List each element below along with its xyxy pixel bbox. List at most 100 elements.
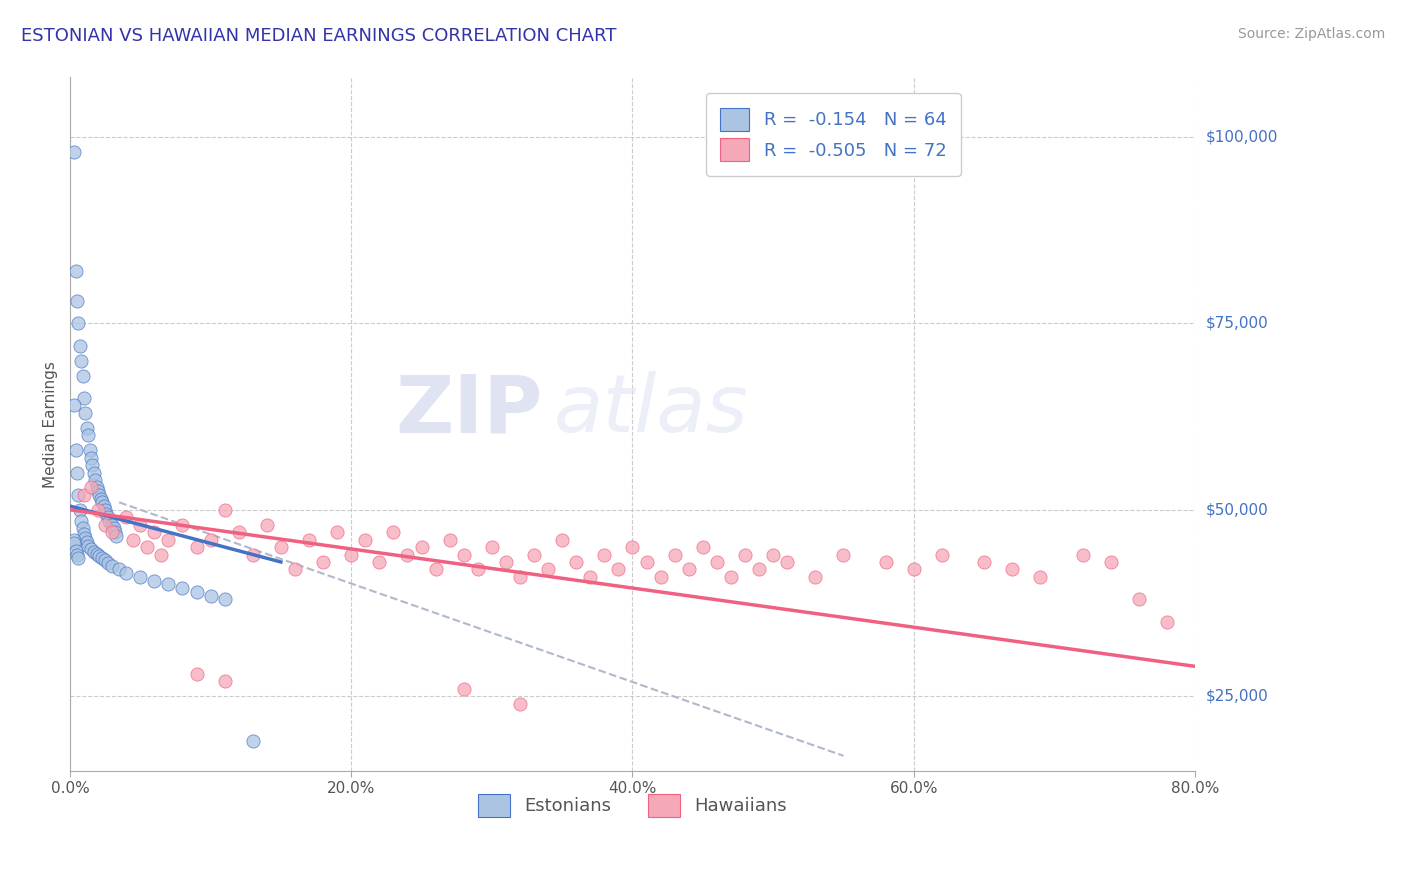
Point bbox=[101, 525, 124, 540]
Point bbox=[523, 548, 546, 562]
Point bbox=[551, 533, 574, 547]
Point bbox=[396, 548, 419, 562]
Point bbox=[1071, 548, 1094, 562]
Point bbox=[973, 555, 995, 569]
Point bbox=[115, 566, 138, 581]
Text: $75,000: $75,000 bbox=[1206, 316, 1268, 331]
Point bbox=[94, 517, 117, 532]
Point bbox=[903, 562, 925, 576]
Point bbox=[84, 473, 107, 487]
Point bbox=[67, 551, 90, 566]
Point bbox=[509, 570, 531, 584]
Point bbox=[354, 533, 377, 547]
Point bbox=[382, 525, 405, 540]
Point bbox=[97, 510, 120, 524]
Point bbox=[80, 480, 103, 494]
Point bbox=[83, 544, 105, 558]
Point bbox=[157, 577, 180, 591]
Point bbox=[66, 294, 89, 309]
Point bbox=[86, 480, 108, 494]
Point bbox=[804, 570, 827, 584]
Point bbox=[242, 734, 264, 748]
Point bbox=[172, 517, 194, 532]
Point bbox=[1001, 562, 1024, 576]
Point bbox=[748, 562, 770, 576]
Point bbox=[706, 555, 728, 569]
Point bbox=[90, 491, 112, 506]
Point bbox=[143, 574, 166, 588]
Point bbox=[832, 548, 855, 562]
Point bbox=[108, 562, 131, 576]
Point bbox=[678, 562, 700, 576]
Text: atlas: atlas bbox=[554, 371, 748, 450]
Point bbox=[83, 466, 105, 480]
Point bbox=[425, 562, 447, 576]
Point bbox=[636, 555, 658, 569]
Point bbox=[579, 570, 602, 584]
Point bbox=[1128, 592, 1150, 607]
Point bbox=[242, 548, 264, 562]
Point bbox=[467, 562, 489, 576]
Point bbox=[298, 533, 321, 547]
Point bbox=[607, 562, 630, 576]
Point bbox=[87, 484, 110, 499]
Point bbox=[1156, 615, 1178, 629]
Point bbox=[76, 421, 98, 435]
Point bbox=[75, 531, 97, 545]
Point bbox=[101, 517, 124, 532]
Point bbox=[89, 488, 111, 502]
Point bbox=[186, 584, 208, 599]
Point bbox=[214, 503, 236, 517]
Point bbox=[65, 543, 87, 558]
Point bbox=[70, 514, 93, 528]
Point bbox=[66, 466, 89, 480]
Point bbox=[340, 548, 363, 562]
Point bbox=[72, 521, 94, 535]
Point bbox=[101, 558, 124, 573]
Point bbox=[256, 517, 278, 532]
Point bbox=[495, 555, 517, 569]
Point bbox=[80, 541, 103, 556]
Point bbox=[94, 553, 117, 567]
Point bbox=[104, 525, 127, 540]
Point bbox=[284, 562, 307, 576]
Point bbox=[73, 488, 96, 502]
Point bbox=[79, 443, 101, 458]
Point bbox=[621, 540, 644, 554]
Point bbox=[1099, 555, 1122, 569]
Point bbox=[80, 450, 103, 465]
Point bbox=[69, 339, 91, 353]
Point bbox=[93, 499, 115, 513]
Text: $100,000: $100,000 bbox=[1206, 129, 1278, 145]
Point bbox=[86, 547, 108, 561]
Point bbox=[270, 540, 292, 554]
Point bbox=[228, 525, 250, 540]
Point bbox=[143, 525, 166, 540]
Point bbox=[65, 264, 87, 278]
Point bbox=[129, 570, 152, 584]
Point bbox=[89, 549, 111, 563]
Point bbox=[875, 555, 897, 569]
Point bbox=[98, 514, 121, 528]
Point bbox=[97, 556, 120, 570]
Point bbox=[91, 495, 114, 509]
Point bbox=[76, 534, 98, 549]
Point bbox=[1029, 570, 1052, 584]
Point bbox=[214, 592, 236, 607]
Text: $50,000: $50,000 bbox=[1206, 502, 1268, 517]
Text: ZIP: ZIP bbox=[395, 371, 543, 450]
Point bbox=[453, 681, 475, 696]
Point bbox=[734, 548, 756, 562]
Point bbox=[186, 666, 208, 681]
Point bbox=[66, 548, 89, 562]
Point bbox=[77, 539, 100, 553]
Point bbox=[105, 529, 128, 543]
Point bbox=[931, 548, 953, 562]
Point bbox=[453, 548, 475, 562]
Point bbox=[82, 458, 104, 472]
Point bbox=[326, 525, 349, 540]
Legend: Estonians, Hawaiians: Estonians, Hawaiians bbox=[471, 787, 794, 824]
Point bbox=[63, 399, 86, 413]
Point bbox=[87, 503, 110, 517]
Point bbox=[67, 317, 90, 331]
